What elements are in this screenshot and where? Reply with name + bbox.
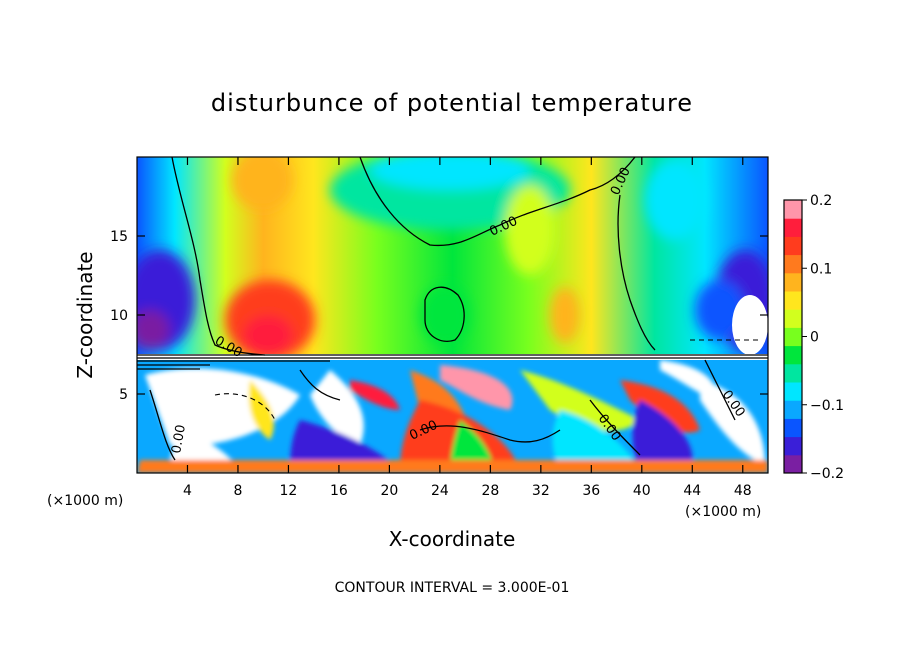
heatmap-field	[137, 157, 768, 473]
colorbar-swatch	[784, 327, 802, 347]
colorbar-swatch	[784, 218, 802, 237]
x-tick-label: 4	[183, 483, 192, 499]
x-axis-label: X-coordinate	[389, 527, 516, 551]
colorbar-tick-label: −0.2	[810, 466, 844, 482]
colorbar-tick-label: −0.1	[810, 398, 844, 414]
colorbar-swatch	[784, 382, 802, 401]
y-tick-label: 15	[110, 229, 128, 245]
colorbar-swatch	[784, 200, 802, 219]
x-axis: 4 8 12 16 20 24 28 32 36 40 44 48	[183, 157, 752, 499]
colorbar-swatch	[784, 291, 802, 310]
x-tick-label: 48	[734, 483, 752, 499]
colorbar-swatch	[784, 454, 802, 474]
y-axis-label: Z-coordinate	[73, 251, 97, 378]
colorbar-swatch	[784, 436, 802, 456]
x-unit-label: (×1000 m)	[47, 493, 123, 509]
colorbar-swatch	[784, 309, 802, 328]
colorbar-swatch	[784, 400, 802, 419]
y-axis: 5 10 15	[110, 229, 768, 403]
colorbar-swatch	[784, 254, 802, 274]
colorbar-swatch	[784, 363, 802, 383]
contour-label: 0.00	[169, 424, 189, 455]
contour-lines	[149, 157, 736, 461]
x-tick-label: 28	[481, 483, 499, 499]
colorbar-swatch	[784, 236, 802, 256]
x-tick-label: 44	[683, 483, 701, 499]
colorbar-tick-label: 0.2	[810, 193, 832, 209]
colorbar: 0.2 0.1 0 −0.1 −0.2	[783, 193, 844, 482]
x-tick-label: 40	[633, 483, 651, 499]
x-tick-label: 12	[280, 483, 298, 499]
x-tick-label: 36	[582, 483, 600, 499]
x-unit-label-right: (×1000 m)	[685, 504, 761, 520]
colorbar-swatch	[784, 345, 802, 365]
colorbar-swatch	[784, 418, 802, 438]
x-tick-label: 8	[233, 483, 242, 499]
contour-interval-note: CONTOUR INTERVAL = 3.000E-01	[335, 580, 570, 596]
y-tick-label: 10	[110, 308, 128, 324]
x-tick-label: 20	[380, 483, 398, 499]
y-tick-label: 5	[119, 387, 128, 403]
x-tick-label: 32	[532, 483, 550, 499]
colorbar-swatch	[784, 272, 802, 292]
chart-title: disturbunce of potential temperature	[211, 89, 693, 117]
colorbar-tick-label: 0	[810, 330, 819, 346]
x-tick-label: 24	[431, 483, 449, 499]
colorbar-tick-label: 0.1	[810, 261, 832, 277]
x-tick-label: 16	[330, 483, 348, 499]
